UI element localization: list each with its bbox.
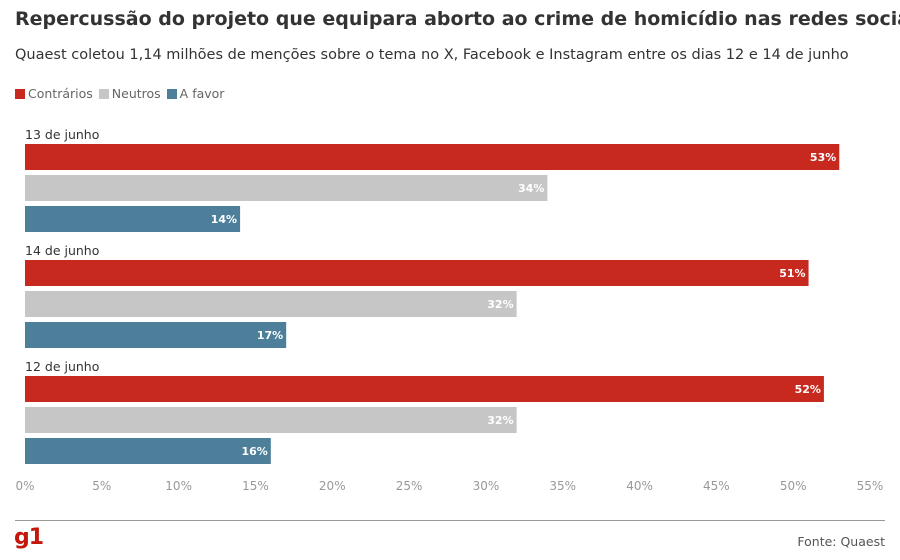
bar xyxy=(25,438,271,464)
bar xyxy=(25,260,809,286)
data-label: 53% xyxy=(810,151,836,164)
bar xyxy=(25,376,824,402)
chart-title: Repercussão do projeto que equipara abor… xyxy=(15,8,900,30)
chart-subtitle: Quaest coletou 1,14 milhões de menções s… xyxy=(15,47,849,63)
x-tick-label: 35% xyxy=(549,479,576,493)
source-note: Fonte: Quaest xyxy=(797,534,885,549)
x-tick-label: 45% xyxy=(703,479,730,493)
x-tick-label: 5% xyxy=(92,479,111,493)
x-tick-label: 30% xyxy=(473,479,500,493)
legend-label-contrarios: Contrários xyxy=(28,86,93,101)
data-label: 17% xyxy=(257,329,283,342)
legend-item-neutros: Neutros xyxy=(98,86,161,101)
data-label: 16% xyxy=(241,445,267,458)
x-tick-label: 10% xyxy=(165,479,192,493)
bar xyxy=(25,144,840,170)
bar xyxy=(25,175,548,201)
data-label: 52% xyxy=(795,383,821,396)
x-tick-label: 50% xyxy=(780,479,807,493)
data-label: 32% xyxy=(487,414,513,427)
bar-chart: 13 de junho 53% 34% 14% 14 de junho 51% 32% 17%… xyxy=(15,127,884,493)
data-label: 14% xyxy=(211,213,237,226)
group-label: 12 de junho xyxy=(25,359,99,374)
x-tick-label: 40% xyxy=(626,479,653,493)
bar xyxy=(25,291,517,317)
group-label: 14 de junho xyxy=(25,243,99,258)
legend-label-a-favor: A favor xyxy=(179,86,225,101)
legend-label-neutros: Neutros xyxy=(111,86,161,101)
bar xyxy=(25,407,517,433)
g1-logo: g1 xyxy=(14,525,44,550)
x-tick-label: 15% xyxy=(242,479,269,493)
x-tick-label: 55% xyxy=(857,479,884,493)
x-tick-label: 25% xyxy=(396,479,423,493)
legend-swatch-neutros xyxy=(98,88,109,99)
bar xyxy=(25,206,241,232)
legend-item-contrarios: Contrários xyxy=(15,86,93,101)
footer-divider xyxy=(15,520,885,521)
legend-item-a-favor: A favor xyxy=(166,86,225,101)
data-label: 32% xyxy=(487,298,513,311)
legend: Contrários Neutros A favor xyxy=(15,86,224,101)
bar xyxy=(25,322,287,348)
x-tick-label: 0% xyxy=(15,479,34,493)
group-label: 13 de junho xyxy=(25,127,99,142)
legend-swatch-a-favor xyxy=(166,88,177,99)
legend-swatch-contrarios xyxy=(15,88,25,99)
x-tick-label: 20% xyxy=(319,479,346,493)
data-label: 34% xyxy=(518,182,544,195)
data-label: 51% xyxy=(779,267,805,280)
